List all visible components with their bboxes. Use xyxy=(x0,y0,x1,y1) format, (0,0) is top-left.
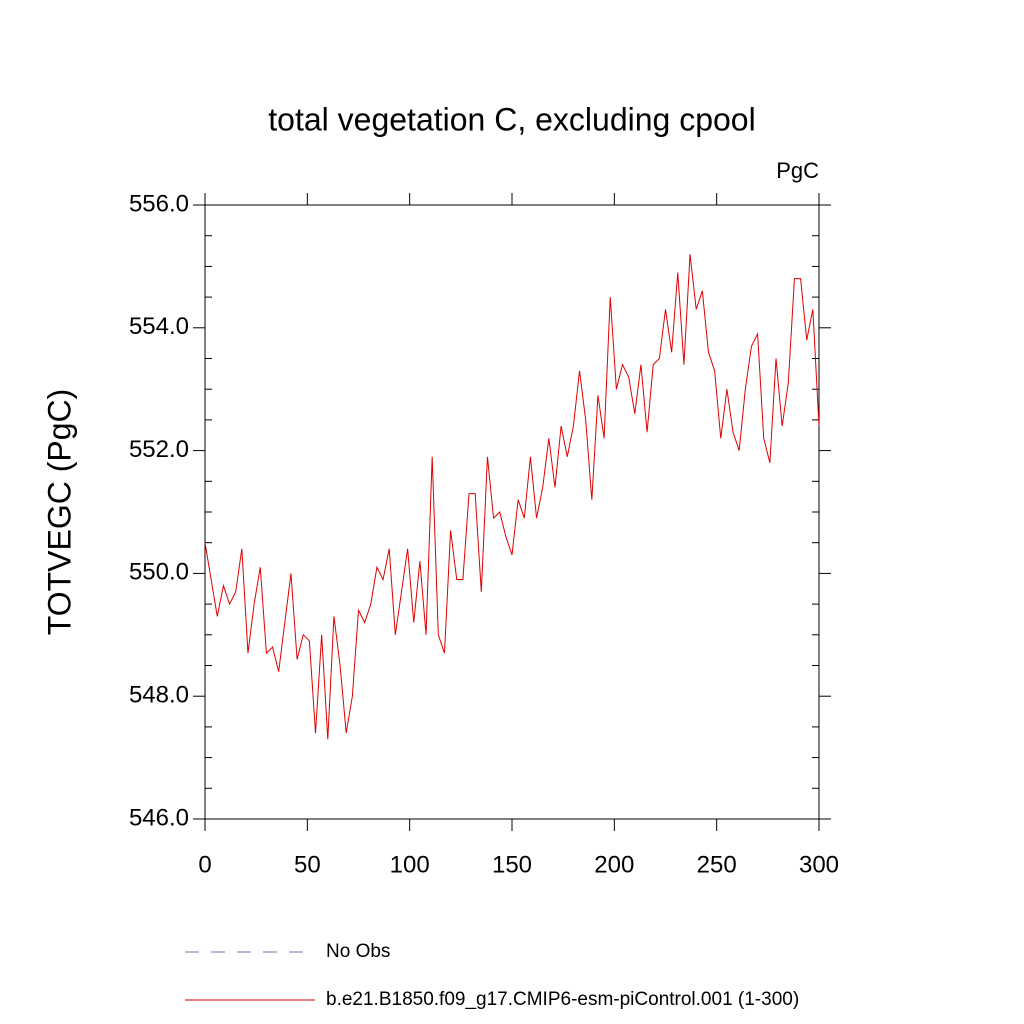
x-tick-label: 300 xyxy=(799,851,839,878)
y-tick-label: 546.0 xyxy=(129,804,189,831)
plot-frame xyxy=(204,204,820,820)
y-tick-label: 552.0 xyxy=(129,436,189,463)
units-label: PgC xyxy=(776,158,819,183)
x-tick-label: 200 xyxy=(594,851,634,878)
x-tick-label: 150 xyxy=(492,851,532,878)
legend-label: No Obs xyxy=(326,941,390,962)
y-tick-label: 556.0 xyxy=(129,190,189,217)
x-tick-label: 250 xyxy=(697,851,737,878)
y-tick-label: 554.0 xyxy=(129,313,189,340)
y-axis-label: TOTVEGC (PgC) xyxy=(41,389,77,636)
y-tick-label: 550.0 xyxy=(129,559,189,586)
y-tick-label: 548.0 xyxy=(129,682,189,709)
x-tick-label: 0 xyxy=(198,851,211,878)
data-line xyxy=(204,254,820,740)
chart-title: total vegetation C, excluding cpool xyxy=(268,101,755,137)
x-tick-label: 50 xyxy=(294,851,321,878)
legend-label: b.e21.B1850.f09_g17.CMIP6-esm-piControl.… xyxy=(326,989,799,1010)
x-tick-label: 100 xyxy=(390,851,430,878)
